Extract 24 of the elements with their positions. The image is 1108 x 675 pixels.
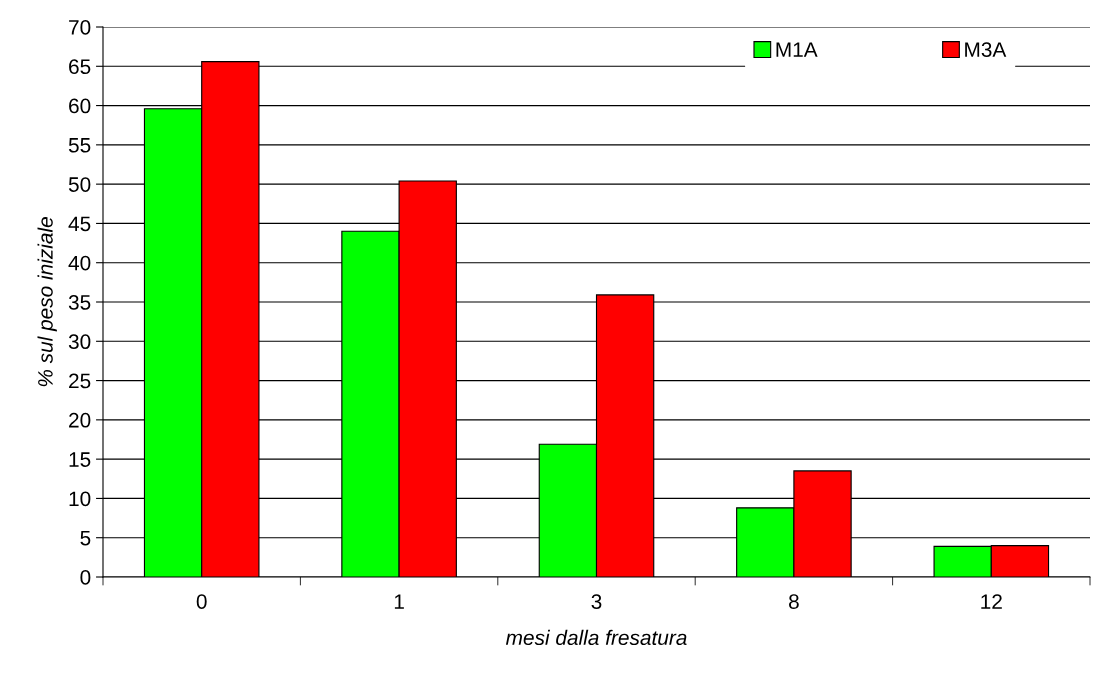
y-tick-label: 30 — [68, 334, 91, 350]
y-tick-label: 35 — [68, 295, 91, 310]
x-tick-label: 12 — [981, 594, 1002, 609]
y-tick-label: 65 — [69, 59, 91, 75]
x-tick-label: 0 — [196, 594, 207, 609]
y-tick-label: 40 — [68, 255, 91, 271]
x-tick-label: 3 — [591, 594, 602, 609]
y-tick-label: 20 — [69, 412, 91, 428]
x-tick-label: 1 — [394, 594, 404, 609]
legend-label: M1A — [776, 42, 818, 57]
y-tick-label: 50 — [68, 177, 91, 192]
legend-label: M3A — [965, 42, 1007, 57]
y-tick-label: 15 — [69, 452, 91, 467]
x-tick-label: 8 — [789, 594, 799, 609]
y-tick-label: 70 — [69, 20, 91, 35]
y-tick-label: 25 — [69, 373, 91, 389]
x-axis-title: mesi dalla fresatura — [505, 629, 687, 646]
y-tick-label: 0 — [80, 570, 91, 585]
y-tick-label: 5 — [80, 530, 91, 546]
y-tick-label: 55 — [68, 138, 91, 153]
y-tick-label: 60 — [69, 98, 91, 114]
y-tick-label: 10 — [69, 491, 91, 507]
y-tick-label: 45 — [68, 216, 91, 232]
y-axis-title: % sul peso iniziale — [37, 217, 57, 387]
